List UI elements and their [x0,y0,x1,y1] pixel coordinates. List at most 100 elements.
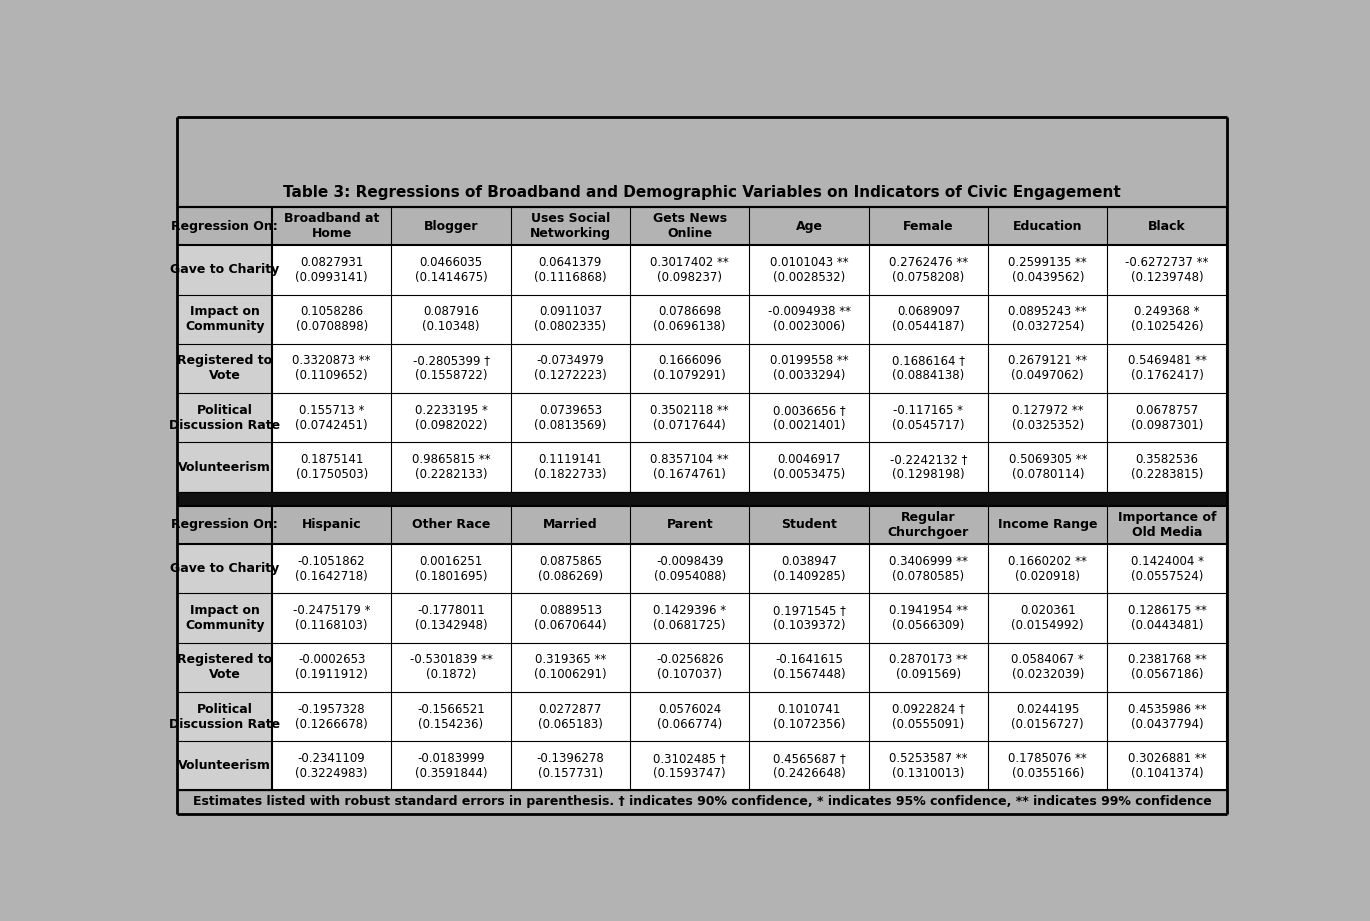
Bar [988,393,1107,442]
Text: 0.3026881 **
(0.1041374): 0.3026881 ** (0.1041374) [1128,752,1207,780]
Bar [178,393,273,442]
Text: 0.3320873 **
(0.1109652): 0.3320873 ** (0.1109652) [292,355,371,382]
Text: -0.5301839 **
(0.1872): -0.5301839 ** (0.1872) [410,653,492,682]
Bar [869,643,988,692]
Text: 0.0875865
(0.086269): 0.0875865 (0.086269) [538,554,603,583]
Text: Student: Student [781,519,837,531]
Bar [988,741,1107,790]
Text: 0.0889513
(0.0670644): 0.0889513 (0.0670644) [534,604,607,632]
Bar [511,741,630,790]
Bar [178,692,273,741]
Bar [273,544,392,593]
Text: 0.2870173 **
(0.091569): 0.2870173 ** (0.091569) [889,653,967,682]
Bar [1107,245,1226,295]
Text: 0.5469481 **
(0.1762417): 0.5469481 ** (0.1762417) [1128,355,1207,382]
Bar [630,295,749,344]
Text: 0.3017402 **
(0.098237): 0.3017402 ** (0.098237) [651,256,729,284]
Text: 0.2599135 **
(0.0439562): 0.2599135 ** (0.0439562) [1008,256,1088,284]
Bar [1107,295,1226,344]
Bar [869,544,988,593]
Bar [273,643,392,692]
Text: 0.0036656 †
(0.0021401): 0.0036656 † (0.0021401) [773,403,845,432]
Text: 0.0827931
(0.0993141): 0.0827931 (0.0993141) [296,256,369,284]
Text: 0.0678757
(0.0987301): 0.0678757 (0.0987301) [1132,403,1203,432]
Bar [988,692,1107,741]
Bar [749,643,869,692]
Text: 0.1286175 **
(0.0443481): 0.1286175 ** (0.0443481) [1128,604,1207,632]
Bar [869,741,988,790]
Text: Registered to
Vote: Registered to Vote [177,355,273,382]
Bar [1107,442,1226,492]
Text: Table 3: Regressions of Broadband and Demographic Variables on Indicators of Civ: Table 3: Regressions of Broadband and De… [284,184,1121,200]
Text: 0.1971545 †
(0.1039372): 0.1971545 † (0.1039372) [773,604,845,632]
Text: 0.1875141
(0.1750503): 0.1875141 (0.1750503) [296,453,367,481]
Bar [869,344,988,393]
Text: 0.319365 **
(0.1006291): 0.319365 ** (0.1006291) [534,653,607,682]
Bar [630,442,749,492]
Text: -0.1641615
(0.1567448): -0.1641615 (0.1567448) [773,653,845,682]
Bar [1107,741,1226,790]
Text: 0.5253587 **
(0.1310013): 0.5253587 ** (0.1310013) [889,752,967,780]
Bar [273,344,392,393]
Text: 0.0641379
(0.1116868): 0.0641379 (0.1116868) [534,256,607,284]
Text: 0.3502118 **
(0.0717644): 0.3502118 ** (0.0717644) [651,403,729,432]
Bar [392,245,511,295]
Text: 0.2381768 **
(0.0567186): 0.2381768 ** (0.0567186) [1128,653,1207,682]
Text: Impact on
Community: Impact on Community [185,604,264,632]
Bar [1107,393,1226,442]
Text: -0.1778011
(0.1342948): -0.1778011 (0.1342948) [415,604,488,632]
Text: 0.0016251
(0.1801695): 0.0016251 (0.1801695) [415,554,488,583]
Bar [511,643,630,692]
Bar [869,245,988,295]
Bar [178,741,273,790]
Text: -0.117165 *
(0.0545717): -0.117165 * (0.0545717) [892,403,964,432]
Bar [988,245,1107,295]
Text: 0.0466035
(0.1414675): 0.0466035 (0.1414675) [415,256,488,284]
Bar [988,593,1107,643]
Text: Blogger: Blogger [423,219,478,232]
Text: 0.0786698
(0.0696138): 0.0786698 (0.0696138) [653,305,726,333]
Bar [178,643,273,692]
Bar [392,393,511,442]
Bar [178,593,273,643]
Bar [511,442,630,492]
Bar [511,245,630,295]
Text: 0.0199558 **
(0.0033294): 0.0199558 ** (0.0033294) [770,355,848,382]
Bar [392,295,511,344]
Text: -0.2805399 †
(0.1558722): -0.2805399 † (0.1558722) [412,355,489,382]
Bar [392,442,511,492]
Bar [178,207,1226,245]
Bar [178,790,1226,813]
Bar [511,393,630,442]
Text: 0.127972 **
(0.0325352): 0.127972 ** (0.0325352) [1011,403,1084,432]
Text: 0.1785076 **
(0.0355166): 0.1785076 ** (0.0355166) [1008,752,1088,780]
Bar [869,442,988,492]
Text: Income Range: Income Range [997,519,1097,531]
Text: 0.0584067 *
(0.0232039): 0.0584067 * (0.0232039) [1011,653,1084,682]
Text: 0.2233195 *
(0.0982022): 0.2233195 * (0.0982022) [415,403,488,432]
Bar [273,295,392,344]
Text: -0.0183999
(0.3591844): -0.0183999 (0.3591844) [415,752,488,780]
Bar [1107,692,1226,741]
Text: Uses Social
Networking: Uses Social Networking [530,212,611,240]
Text: 0.3406999 **
(0.0780585): 0.3406999 ** (0.0780585) [889,554,967,583]
Text: -0.2242132 †
(0.1298198): -0.2242132 † (0.1298198) [889,453,967,481]
Text: 0.9865815 **
(0.2282133): 0.9865815 ** (0.2282133) [412,453,490,481]
Text: -0.2341109
(0.3224983): -0.2341109 (0.3224983) [296,752,369,780]
Text: 0.2762476 **
(0.0758208): 0.2762476 ** (0.0758208) [889,256,969,284]
Bar [178,442,273,492]
Text: 0.1666096
(0.1079291): 0.1666096 (0.1079291) [653,355,726,382]
Bar [178,344,273,393]
Text: 0.8357104 **
(0.1674761): 0.8357104 ** (0.1674761) [651,453,729,481]
Text: 0.1058286
(0.0708898): 0.1058286 (0.0708898) [296,305,367,333]
Text: Regression On:: Regression On: [171,219,278,232]
Text: 0.1424004 *
(0.0557524): 0.1424004 * (0.0557524) [1130,554,1204,583]
Bar [749,393,869,442]
Bar [869,692,988,741]
Bar [630,692,749,741]
Text: 0.3102485 †
(0.1593747): 0.3102485 † (0.1593747) [653,752,726,780]
Text: -0.0098439
(0.0954088): -0.0098439 (0.0954088) [653,554,726,583]
Text: 0.155713 *
(0.0742451): 0.155713 * (0.0742451) [296,403,369,432]
Text: 0.1429396 *
(0.0681725): 0.1429396 * (0.0681725) [653,604,726,632]
Bar [392,344,511,393]
